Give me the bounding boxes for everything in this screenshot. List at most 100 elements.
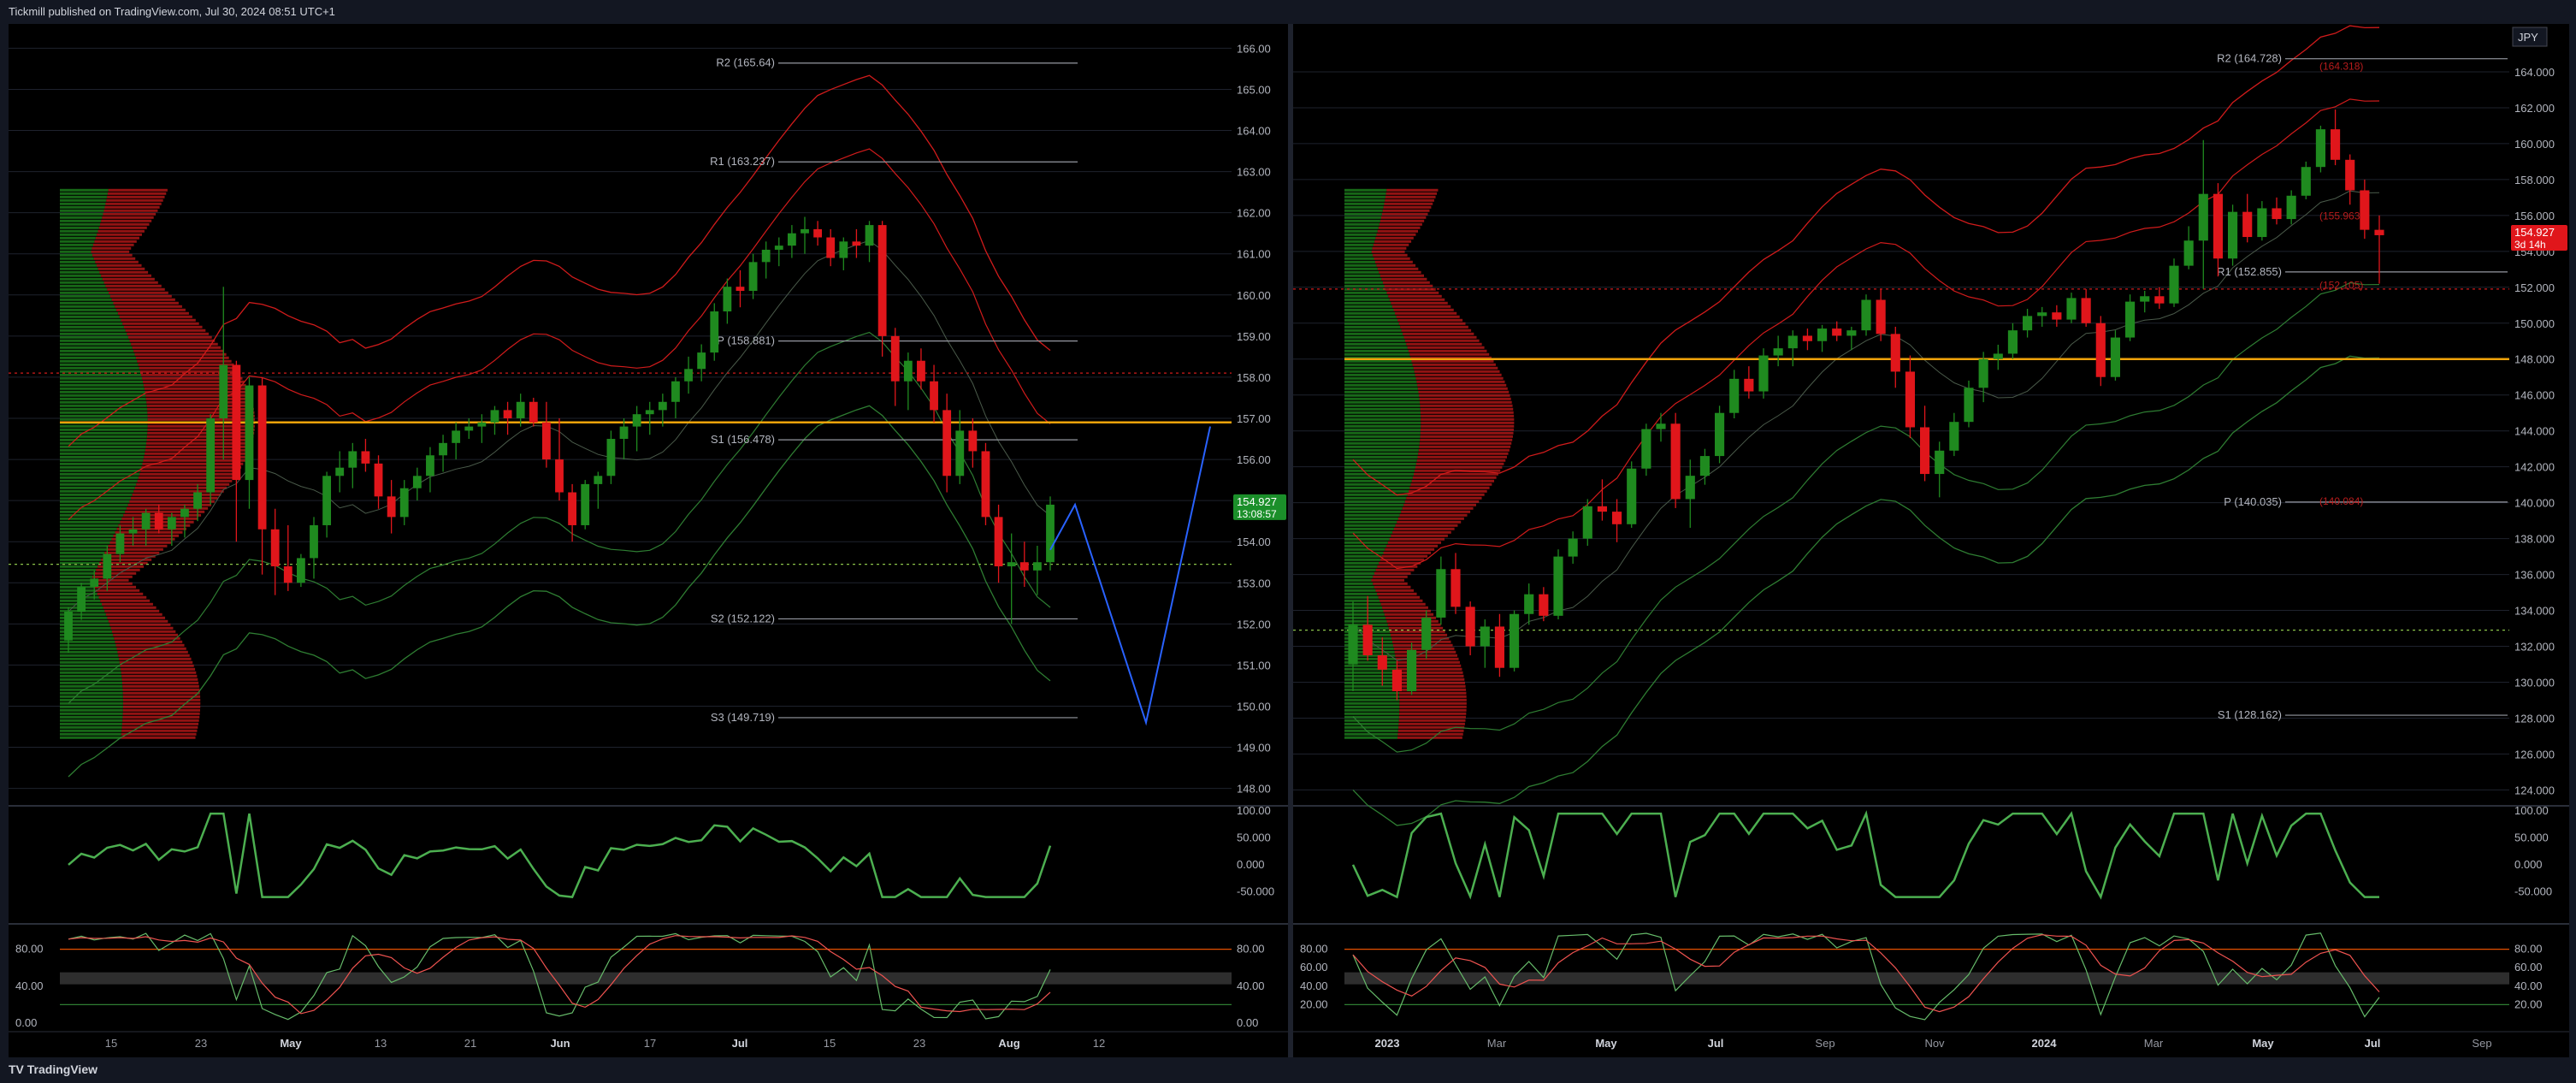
volume-profile-bar-up (60, 585, 95, 589)
volume-profile-bar-up (60, 260, 96, 263)
volume-profile-bar-up (60, 311, 118, 315)
volume-profile-bar-down (1374, 585, 1411, 589)
volume-profile-bar-down (141, 373, 241, 376)
volume-profile-bar-down (1374, 257, 1410, 260)
y-axis-tick-label: 154.00 (1237, 536, 1271, 548)
volume-profile-bar-up (1344, 438, 1421, 441)
stoch-k-line (68, 932, 1051, 1021)
volume-profile-bar-up (1344, 400, 1421, 404)
volume-profile-bar-up (1344, 469, 1415, 472)
candle-body (296, 558, 305, 583)
projection-path[interactable] (1049, 426, 1211, 726)
volume-profile-bar-up (1344, 595, 1379, 599)
volume-profile-bar-down (1383, 551, 1432, 554)
tradingview-logo[interactable]: TV TradingView (9, 1062, 97, 1076)
volume-profile-bar-up (60, 626, 111, 630)
volume-profile-bar-down (142, 462, 244, 465)
volume-profile-bar-up (1344, 547, 1385, 551)
volume-profile-bar-down (147, 428, 255, 431)
volume-profile-bar-down (107, 192, 167, 195)
volume-profile-bar-up (60, 226, 99, 229)
candle-body (154, 512, 163, 530)
volume-profile-bar-down (1413, 472, 1498, 476)
candle-body (826, 237, 836, 258)
oscillator-tick-label: 0.000 (2514, 858, 2543, 871)
volume-profile-bar-up (60, 565, 98, 568)
volume-profile-bar-down (106, 547, 163, 551)
y-axis-tick-label: 146.000 (2514, 389, 2555, 402)
volume-profile-bar-down (1401, 510, 1471, 513)
y-axis-tick-label: 132.000 (2514, 641, 2555, 654)
volume-profile-bar-down (1376, 263, 1416, 267)
volume-profile-bar-down (93, 257, 136, 260)
volume-profile-bar-down (92, 246, 132, 250)
volume-profile-bar-down (96, 568, 140, 571)
candle-body (1007, 562, 1016, 567)
volume-profile-bar-up (60, 417, 148, 421)
volume-profile-bar-down (1398, 678, 1465, 681)
volume-profile-bar-down (1399, 513, 1468, 517)
countdown-label: 3d 14h (2514, 239, 2546, 251)
pane-divider[interactable] (1288, 24, 1293, 1057)
candle-body (1670, 423, 1681, 500)
x-axis-tick-label: 12 (1093, 1037, 1105, 1050)
volume-profile-bar-up (1344, 281, 1383, 284)
volume-profile-bar-down (1389, 630, 1445, 633)
right-chart-pane[interactable]: 164.000 162.000 160.000 158.000 156.000 154.0… (1293, 24, 2569, 1057)
candle-body (1817, 328, 1828, 341)
volume-profile-bar-down (1399, 705, 1467, 708)
volume-profile-bar-up (1344, 380, 1417, 383)
volume-profile-bar-down (1397, 671, 1463, 674)
volume-profile-bar-up (1344, 349, 1409, 352)
volume-profile-bar-down (1397, 732, 1463, 736)
volume-profile-bar-down (119, 657, 192, 660)
volume-profile-bar-down (108, 544, 168, 547)
publisher-bar: Tickmill published on TradingView.com, J… (0, 0, 2576, 24)
symbol-badge (2512, 27, 2548, 47)
right-chart-svg[interactable]: 164.000162.000160.000158.000156.000154.0… (1293, 24, 2569, 1057)
volume-profile-bar-down (1384, 613, 1434, 616)
volume-profile-bar-up (60, 636, 115, 640)
volume-profile-bar-down (147, 424, 256, 428)
volume-profile-bar-down (1397, 729, 1464, 732)
volume-profile-bar-up (1344, 339, 1405, 342)
volume-profile-bar-up (1344, 229, 1378, 233)
volume-profile-bar-down (127, 332, 210, 335)
candle-body (1656, 423, 1666, 429)
volume-profile-bar-down (1387, 541, 1442, 544)
volume-profile-bar-down (1416, 380, 1505, 383)
volume-profile-bar-up (1344, 328, 1402, 332)
volume-profile-bar-up (1344, 496, 1407, 500)
volume-profile-bar-down (1382, 606, 1428, 609)
volume-profile-bar-down (134, 486, 227, 489)
volume-profile-bar-up (60, 448, 145, 452)
y-axis-tick-label: 150.00 (1237, 700, 1271, 713)
volume-profile-bar-down (136, 482, 230, 486)
profile-level-label: (140.084) (2319, 495, 2363, 507)
volume-profile-bar-up (1344, 421, 1421, 424)
volume-profile-bar-up (1344, 243, 1374, 246)
x-axis-tick-label: 15 (105, 1037, 117, 1050)
volume-profile-bar-down (1375, 236, 1414, 240)
volume-profile-bar-down (1403, 335, 1477, 339)
candle-body (2360, 190, 2370, 230)
candle-body (1524, 594, 1534, 614)
candle-body (2198, 193, 2208, 241)
left-chart-pane[interactable]: 166.00 165.00 164.00 163.00 162.00 161.00 160.… (9, 24, 1288, 1057)
volume-profile-bar-down (91, 250, 130, 253)
volume-profile-bar-up (1344, 298, 1390, 301)
volume-profile-bar-up (1344, 472, 1414, 476)
volume-profile-bar-down (1416, 459, 1506, 462)
volume-profile-bar-down (113, 633, 179, 636)
volume-profile-bar-down (99, 561, 148, 565)
volume-profile-bar-up (60, 568, 97, 571)
volume-profile-bar-down (1419, 397, 1511, 400)
volume-profile-bar-down (143, 383, 246, 387)
candle-body (1832, 328, 1842, 336)
oscillator-line (1351, 810, 2379, 900)
left-chart-svg[interactable]: 166.00 165.00 164.00 163.00 162.00 161.00 160.… (9, 24, 1288, 1057)
x-axis-tick-label: Jul (2365, 1037, 2381, 1050)
volume-profile-bar-up (1344, 623, 1388, 626)
volume-profile-bar-down (94, 585, 137, 589)
volume-profile-bar-up (1344, 373, 1415, 376)
